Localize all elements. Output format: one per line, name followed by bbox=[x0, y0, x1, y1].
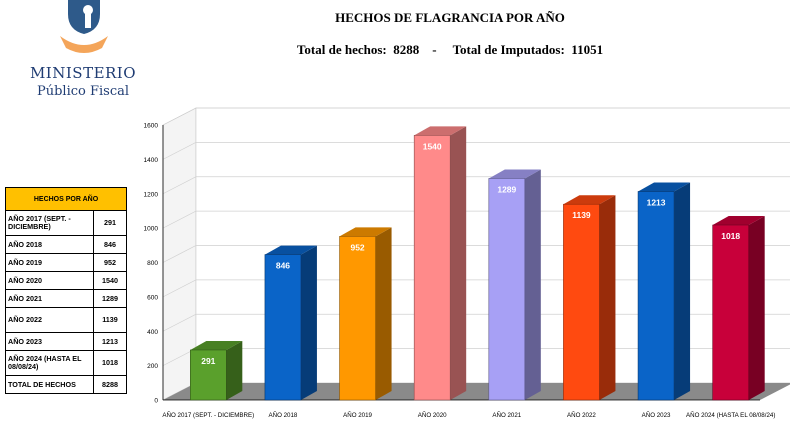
bar-side bbox=[599, 195, 616, 400]
table-row: AÑO 2022 1139 bbox=[5, 307, 127, 333]
row-value: 8288 bbox=[93, 375, 127, 394]
summary-table-header: HECHOS POR AÑO bbox=[5, 187, 127, 211]
row-label: AÑO 2024 (HASTA EL 08/08/24) bbox=[5, 350, 94, 376]
y-tick-label: 800 bbox=[147, 260, 158, 267]
data-label: 1540 bbox=[423, 141, 442, 151]
bar-side bbox=[226, 340, 243, 400]
table-row-total: TOTAL DE HECHOS 8288 bbox=[5, 375, 127, 394]
bar-top bbox=[414, 126, 467, 136]
logo-text-publico-fiscal: Público Fiscal bbox=[36, 84, 130, 99]
logo-emblem-icon bbox=[60, 0, 108, 53]
gridline bbox=[162, 176, 790, 195]
y-tick-label: 1600 bbox=[144, 123, 159, 130]
data-label: 1213 bbox=[647, 198, 666, 208]
x-tick-label: AÑO 2021 bbox=[492, 412, 521, 419]
bar bbox=[264, 254, 302, 401]
summary-table-header-row: HECHOS POR AÑO bbox=[5, 187, 127, 211]
chart-floor bbox=[163, 383, 790, 400]
ministerio-logo: MINISTERIO Público Fiscal bbox=[18, 0, 148, 110]
x-tick-label: AÑO 2019 bbox=[343, 412, 372, 419]
table-row: AÑO 2018 846 bbox=[5, 235, 127, 254]
data-label: 1018 bbox=[721, 231, 740, 241]
y-tick-label: 600 bbox=[147, 294, 158, 301]
data-label: 1289 bbox=[497, 184, 516, 194]
bar-top bbox=[638, 182, 691, 192]
bar-top bbox=[488, 169, 541, 179]
data-label: 291 bbox=[201, 356, 215, 366]
row-label: AÑO 2022 bbox=[5, 307, 94, 333]
y-tick-label: 200 bbox=[147, 363, 158, 370]
summary-table: HECHOS POR AÑO AÑO 2017 (SEPT. - DICIEMB… bbox=[5, 187, 127, 394]
y-tick-label: 1200 bbox=[144, 191, 159, 198]
y-tick-label: 1000 bbox=[144, 226, 159, 233]
logo-text-ministerio: MINISTERIO bbox=[29, 64, 137, 82]
y-tick-label: 0 bbox=[154, 398, 158, 405]
bar-top bbox=[712, 216, 765, 226]
bar bbox=[339, 236, 376, 401]
x-tick-label: AÑO 2022 bbox=[567, 412, 596, 419]
chart-subtitle: Total de hechos: 8288 - Total de Imputad… bbox=[296, 42, 604, 57]
y-tick-label: 400 bbox=[147, 329, 158, 336]
bar bbox=[190, 349, 227, 401]
data-label: 952 bbox=[350, 242, 364, 252]
bar bbox=[413, 135, 451, 401]
bar-side bbox=[375, 227, 392, 400]
bar-side bbox=[300, 245, 317, 400]
data-label: 846 bbox=[276, 261, 290, 271]
bar-top bbox=[563, 195, 616, 205]
x-tick-label: AÑO 2020 bbox=[418, 412, 447, 419]
bar-top bbox=[339, 227, 392, 237]
y-tick-label: 1400 bbox=[144, 157, 159, 164]
bar-top bbox=[190, 340, 243, 350]
gridline bbox=[162, 107, 790, 126]
chart-title: HECHOS DE FLAGRANCIA POR AÑO bbox=[335, 10, 565, 25]
bar-side bbox=[748, 216, 765, 400]
data-label: 1139 bbox=[572, 210, 591, 220]
x-tick-label: AÑO 2017 (SEPT. - DICIEMBRE) bbox=[162, 412, 254, 419]
x-tick-label: AÑO 2023 bbox=[642, 412, 671, 419]
bar-side bbox=[450, 126, 467, 400]
x-tick-label: AÑO 2018 bbox=[268, 412, 297, 419]
bar bbox=[563, 203, 600, 401]
row-value: 291 bbox=[93, 210, 127, 236]
gridline bbox=[162, 142, 790, 160]
table-row: AÑO 2023 1213 bbox=[5, 332, 127, 351]
x-tick-label: AÑO 2024 (HASTA EL 08/08/24) bbox=[686, 412, 775, 419]
bar-side bbox=[524, 169, 541, 400]
bar bbox=[637, 191, 675, 401]
table-row: AÑO 2020 1540 bbox=[5, 271, 127, 290]
bar bbox=[488, 178, 526, 401]
bar bbox=[712, 224, 749, 401]
bar-side bbox=[674, 182, 691, 400]
bar-top bbox=[264, 245, 317, 255]
